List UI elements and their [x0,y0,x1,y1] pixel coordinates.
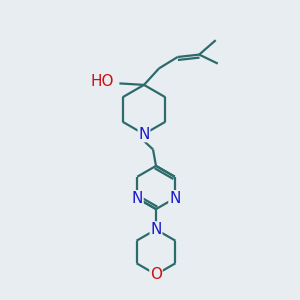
Text: O: O [150,267,162,282]
Text: N: N [169,191,180,206]
Text: N: N [132,191,143,206]
Text: N: N [150,222,162,237]
Text: HO: HO [91,74,114,89]
Text: N: N [138,127,150,142]
